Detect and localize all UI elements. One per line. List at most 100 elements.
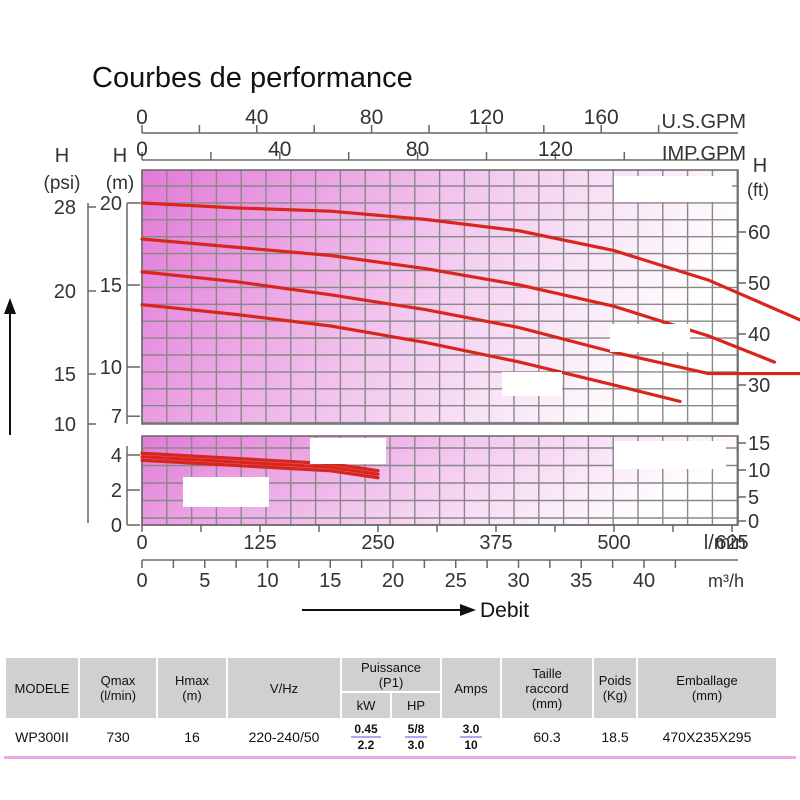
lmin-tick-label: 500 <box>597 532 630 554</box>
m3h-tick-label: 0 <box>136 570 147 592</box>
usgpm-axis-tick-label: 80 <box>360 106 383 129</box>
ft-tick-label: 40 <box>748 324 770 346</box>
header-amps: Amps <box>442 658 500 718</box>
spec-table: MODELE Qmax (l/min) Hmax (m) V/Hz Puissa… <box>4 656 778 756</box>
m3h-tick-label: 35 <box>570 570 592 592</box>
m3h-tick-label: 5 <box>199 570 210 592</box>
header-qmax: Qmax (l/min) <box>80 658 156 718</box>
curve-upper-2 <box>140 237 777 364</box>
series-label-bg <box>610 324 690 352</box>
x-axis-title: Debit <box>480 599 529 622</box>
curve-upper-1 <box>140 201 800 322</box>
header-hmax: Hmax (m) <box>158 658 226 718</box>
ft-tick-label: 60 <box>748 222 770 244</box>
curve-lower-2 <box>140 455 380 476</box>
curve-upper-3 <box>140 270 800 376</box>
psi-tick-label: 15 <box>54 364 76 386</box>
m-tick-label: 7 <box>111 406 122 428</box>
psi-axis-label-h: H <box>55 145 69 167</box>
ft-tick-label-lower: 0 <box>748 511 759 533</box>
psi-tick-label: 28 <box>54 197 76 219</box>
cell-amps: 3.0 10 <box>442 720 500 754</box>
cell-qmax: 730 <box>80 720 156 754</box>
m-tick-label-lower: 0 <box>111 515 122 537</box>
cell-modele: WP300II <box>6 720 78 754</box>
header-kw: kW <box>342 693 390 718</box>
header-emballage: Emballage (mm) <box>638 658 776 718</box>
impgpm-axis-unit-label: IMP.GPM <box>662 143 746 165</box>
cell-poids: 18.5 <box>594 720 636 754</box>
header-puissance: Puissance (P1) <box>342 658 440 692</box>
m-tick-label: 10 <box>100 357 122 379</box>
usgpm-axis-tick-label: 120 <box>469 106 504 129</box>
ft-tick-label-lower: 15 <box>748 433 770 455</box>
psi-tick-label: 10 <box>54 414 76 436</box>
ft-axis-label-unit: (ft) <box>747 180 769 200</box>
usgpm-axis-unit-label: U.S.GPM <box>662 111 746 133</box>
m-tick-label: 15 <box>100 275 122 297</box>
curve-lower-3 <box>140 458 380 480</box>
usgpm-axis-tick-label: 0 <box>136 106 148 129</box>
m-axis-label-unit: (m) <box>106 173 134 194</box>
debit-arrow-head <box>460 604 476 616</box>
curve-lower-1 <box>140 451 380 473</box>
m3h-tick-label: 15 <box>319 570 341 592</box>
header-vhz: V/Hz <box>228 658 340 718</box>
cell-raccord: 60.3 <box>502 720 592 754</box>
impgpm-axis-tick-label: 40 <box>268 138 291 161</box>
cell-emballage: 470X235X295 <box>638 720 776 754</box>
m3h-tick-label: 10 <box>256 570 278 592</box>
m-tick-label-lower: 4 <box>111 445 122 467</box>
impgpm-axis-tick-label: 120 <box>538 138 573 161</box>
header-poids: Poids (Kg) <box>594 658 636 718</box>
m-axis-label-h: H <box>113 145 127 167</box>
table-bottom-line <box>4 756 796 759</box>
lmin-tick-label: 0 <box>136 532 147 554</box>
usgpm-axis-tick-label: 160 <box>584 106 619 129</box>
cell-vhz: 220-240/50 <box>228 720 340 754</box>
ft-tick-label: 50 <box>748 273 770 295</box>
m3h-tick-label: 30 <box>507 570 529 592</box>
lmin-tick-label: 125 <box>243 532 276 554</box>
blank-patch-lower <box>183 477 269 507</box>
m-tick-label-lower: 2 <box>111 480 122 502</box>
lmin-tick-label: 625 <box>715 532 748 554</box>
chart-title: Courbes de performance <box>92 62 413 94</box>
curve-upper-4 <box>140 303 682 404</box>
amps-bottom: 10 <box>464 738 478 752</box>
lmin-unit-label: l/min <box>704 532 746 554</box>
usgpm-axis-tick-label: 40 <box>245 106 268 129</box>
blank-patch-upper <box>502 372 562 396</box>
kw-top: 0.45 <box>351 722 381 738</box>
cell-hmax: 16 <box>158 720 226 754</box>
amps-top: 3.0 <box>459 722 483 738</box>
impgpm-axis-tick-label: 80 <box>406 138 429 161</box>
kw-bottom: 2.2 <box>357 738 375 752</box>
m3h-unit-label: m³/h <box>708 571 744 591</box>
ft-tick-label-lower: 10 <box>748 460 770 482</box>
cell-hp: 5/8 3.0 <box>392 720 440 754</box>
cell-kw: 0.45 2.2 <box>342 720 390 754</box>
series-label-bg-lower <box>310 438 386 464</box>
m-tick-label: 20 <box>100 193 122 215</box>
header-raccord: Taille raccord (mm) <box>502 658 592 718</box>
ft-axis-label-h: H <box>753 155 767 177</box>
y-direction-arrow-head <box>4 298 16 314</box>
speed-label-bg-lower <box>614 441 726 469</box>
hp-bottom: 3.0 <box>407 738 425 752</box>
lmin-tick-label: 250 <box>361 532 394 554</box>
m3h-tick-label: 40 <box>633 570 655 592</box>
hp-top: 5/8 <box>404 722 428 738</box>
impgpm-axis-tick-label: 0 <box>136 138 148 161</box>
header-hp: HP <box>392 693 440 718</box>
ft-tick-label: 30 <box>748 375 770 397</box>
m3h-tick-label: 25 <box>445 570 467 592</box>
ft-tick-label-lower: 5 <box>748 487 759 509</box>
m3h-tick-label: 20 <box>382 570 404 592</box>
speed-label-bg <box>614 176 732 202</box>
psi-tick-label: 20 <box>54 281 76 303</box>
header-modele: MODELE <box>6 658 78 718</box>
lmin-tick-label: 375 <box>479 532 512 554</box>
upper-panel-frame <box>141 169 739 425</box>
